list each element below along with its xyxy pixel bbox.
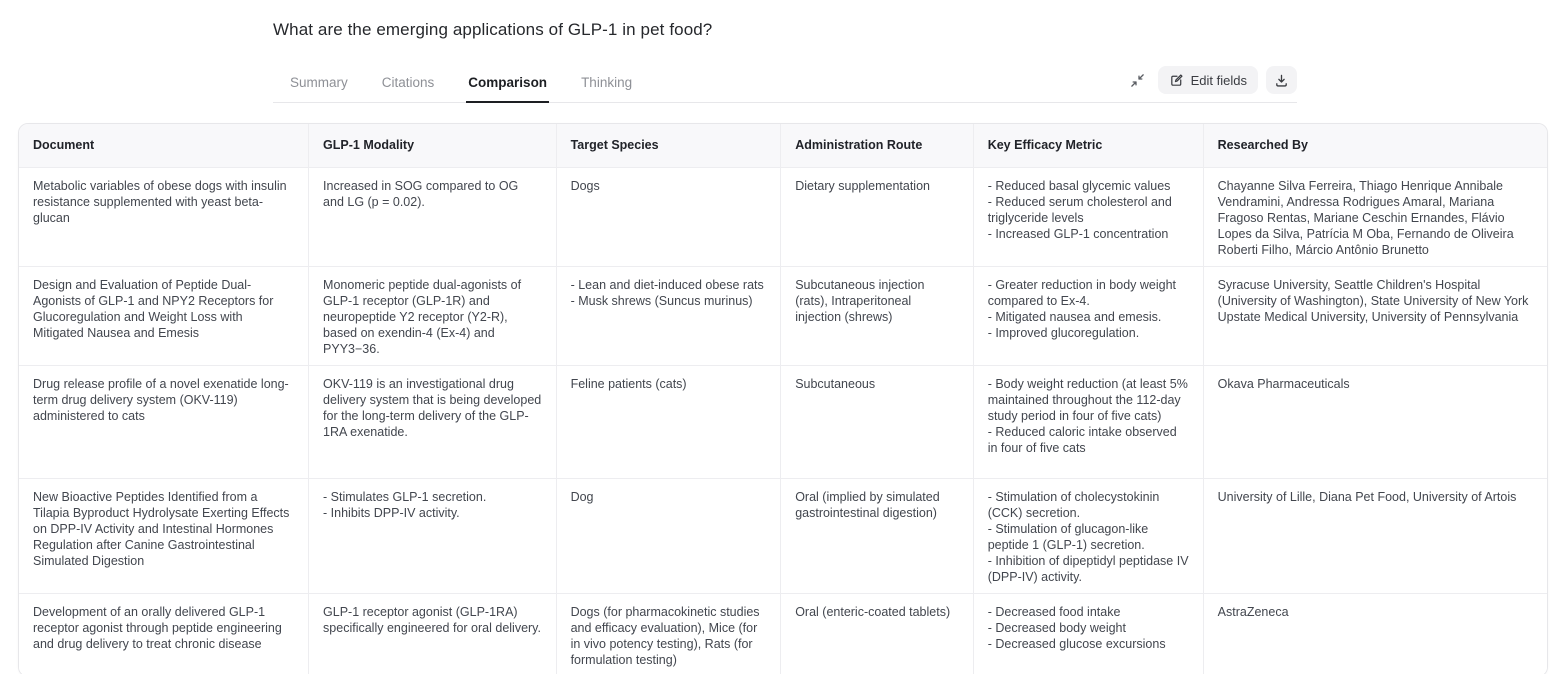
cell-target-species: Dogs (for pharmacokinetic studies and ef… bbox=[555, 592, 781, 674]
cell-glp1-modality: - Stimulates GLP-1 secretion. - Inhibits… bbox=[308, 477, 557, 593]
edit-fields-button[interactable]: Edit fields bbox=[1157, 66, 1258, 94]
cell-researched-by: University of Lille, Diana Pet Food, Uni… bbox=[1202, 477, 1547, 593]
cell-key-efficacy-metric: - Greater reduction in body weight compa… bbox=[972, 265, 1204, 365]
cell-target-species: - Lean and diet-induced obese rats - Mus… bbox=[555, 265, 781, 365]
cell-researched-by: Okava Pharmaceuticals bbox=[1202, 364, 1547, 478]
tab-list: Summary Citations Comparison Thinking bbox=[273, 71, 634, 103]
cell-document: New Bioactive Peptides Identified from a… bbox=[19, 477, 309, 593]
tab-citations[interactable]: Citations bbox=[380, 71, 437, 103]
comparison-table-card: Document GLP-1 Modality Target Species A… bbox=[18, 123, 1548, 674]
pencil-square-icon bbox=[1169, 73, 1184, 88]
cell-glp1-modality: GLP-1 receptor agonist (GLP-1RA) specifi… bbox=[308, 592, 557, 674]
collapse-button[interactable] bbox=[1125, 66, 1150, 94]
table-row[interactable]: New Bioactive Peptides Identified from a… bbox=[19, 477, 1547, 593]
table-row[interactable]: Design and Evaluation of Peptide Dual-Ag… bbox=[19, 265, 1547, 365]
column-header-document: Document bbox=[19, 124, 309, 167]
cell-document: Development of an orally delivered GLP-1… bbox=[19, 592, 309, 674]
cell-glp1-modality: Increased in SOG compared to OG and LG (… bbox=[308, 166, 557, 266]
cell-researched-by: AstraZeneca bbox=[1202, 592, 1547, 674]
tab-thinking[interactable]: Thinking bbox=[579, 71, 634, 103]
cell-administration-route: Subcutaneous bbox=[780, 364, 974, 478]
table-row[interactable]: Drug release profile of a novel exenatid… bbox=[19, 364, 1547, 478]
cell-target-species: Dog bbox=[555, 477, 781, 593]
cell-document: Design and Evaluation of Peptide Dual-Ag… bbox=[19, 265, 309, 365]
cell-administration-route: Oral (implied by simulated gastrointesti… bbox=[780, 477, 974, 593]
tab-comparison[interactable]: Comparison bbox=[466, 71, 550, 103]
cell-researched-by: Syracuse University, Seattle Children's … bbox=[1202, 265, 1547, 365]
comparison-table: Document GLP-1 Modality Target Species A… bbox=[19, 124, 1547, 674]
column-header-key-efficacy-metric: Key Efficacy Metric bbox=[972, 124, 1204, 167]
tab-summary[interactable]: Summary bbox=[288, 71, 350, 103]
cell-researched-by: Chayanne Silva Ferreira, Thiago Henrique… bbox=[1202, 166, 1547, 266]
cell-administration-route: Oral (enteric-coated tablets) bbox=[780, 592, 974, 674]
toolbar: Edit fields bbox=[1125, 66, 1297, 102]
table-row[interactable]: Metabolic variables of obese dogs with i… bbox=[19, 166, 1547, 266]
cell-administration-route: Subcutaneous injection (rats), Intraperi… bbox=[780, 265, 974, 365]
cell-target-species: Feline patients (cats) bbox=[555, 364, 781, 478]
cell-target-species: Dogs bbox=[555, 166, 781, 266]
cell-document: Metabolic variables of obese dogs with i… bbox=[19, 166, 309, 266]
cell-document: Drug release profile of a novel exenatid… bbox=[19, 364, 309, 478]
column-header-researched-by: Researched By bbox=[1202, 124, 1547, 167]
column-header-glp1-modality: GLP-1 Modality bbox=[308, 124, 557, 167]
column-header-administration-route: Administration Route bbox=[780, 124, 974, 167]
cell-key-efficacy-metric: - Reduced basal glycemic values - Reduce… bbox=[972, 166, 1204, 266]
cell-administration-route: Dietary supplementation bbox=[780, 166, 974, 266]
tab-bar: Summary Citations Comparison Thinking Ed… bbox=[273, 66, 1297, 103]
cell-key-efficacy-metric: - Decreased food intake - Decreased body… bbox=[972, 592, 1204, 674]
cell-key-efficacy-metric: - Body weight reduction (at least 5% mai… bbox=[972, 364, 1204, 478]
page-title: What are the emerging applications of GL… bbox=[273, 20, 713, 39]
edit-fields-label: Edit fields bbox=[1190, 72, 1247, 88]
cell-glp1-modality: OKV-119 is an investigational drug deliv… bbox=[308, 364, 557, 478]
collapse-diagonal-arrows-icon bbox=[1130, 73, 1145, 88]
table-header-row: Document GLP-1 Modality Target Species A… bbox=[19, 124, 1547, 167]
table-row[interactable]: Development of an orally delivered GLP-1… bbox=[19, 592, 1547, 674]
cell-glp1-modality: Monomeric peptide dual-agonists of GLP-1… bbox=[308, 265, 557, 365]
cell-key-efficacy-metric: - Stimulation of cholecystokinin (CCK) s… bbox=[972, 477, 1204, 593]
download-button[interactable] bbox=[1266, 66, 1297, 94]
download-tray-icon bbox=[1274, 73, 1289, 88]
column-header-target-species: Target Species bbox=[555, 124, 781, 167]
